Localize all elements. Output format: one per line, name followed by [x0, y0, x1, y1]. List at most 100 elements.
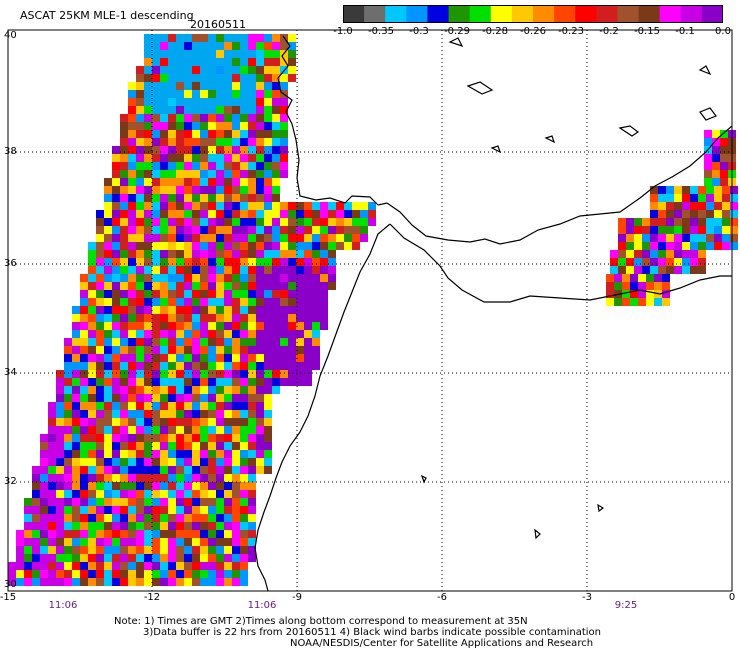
lat-tick-label: 30 — [4, 579, 17, 590]
swath-cell — [304, 202, 312, 210]
swath-cell — [32, 490, 40, 498]
swath-cell — [256, 250, 264, 258]
swath-cell — [248, 498, 256, 506]
swath-cell — [248, 90, 256, 98]
swath-cell — [256, 450, 264, 458]
swath-cell — [168, 490, 176, 498]
swath-cell — [216, 394, 224, 402]
swath-cell — [304, 346, 312, 354]
swath-cell — [40, 450, 48, 458]
swath-cell — [160, 258, 168, 266]
swath-cell — [144, 538, 152, 546]
swath-cell — [128, 482, 136, 490]
swath-cell — [48, 490, 56, 498]
swath-cell — [224, 570, 232, 578]
swath-cell — [200, 266, 208, 274]
swath-cell — [662, 282, 670, 290]
swath-cell — [112, 434, 120, 442]
swath-cell — [706, 218, 714, 226]
swath-cell — [168, 562, 176, 570]
swath-cell — [64, 434, 72, 442]
swath-cell — [720, 154, 728, 162]
swath-cell — [80, 386, 88, 394]
swath-cell — [208, 250, 216, 258]
swath-cell — [658, 266, 666, 274]
swath-cell — [192, 546, 200, 554]
swath-cell — [144, 362, 152, 370]
swath-cell — [200, 98, 208, 106]
swath-cell — [304, 242, 312, 250]
swath-cell — [176, 410, 184, 418]
swath-cell — [96, 514, 104, 522]
swath-cell — [160, 178, 168, 186]
swath-cell — [120, 122, 128, 130]
swath-cell — [192, 506, 200, 514]
swath-cell — [216, 506, 224, 514]
swath-cell — [216, 98, 224, 106]
swath-cell — [682, 242, 690, 250]
swath-cell — [200, 442, 208, 450]
swath-cell — [160, 354, 168, 362]
swath-cell — [224, 242, 232, 250]
swath-cell — [264, 378, 272, 386]
swath-cell — [248, 418, 256, 426]
lon-tick-label: -12 — [143, 592, 161, 603]
swath-cell — [288, 274, 296, 282]
swath-cell — [64, 338, 72, 346]
swath-cell — [712, 170, 720, 178]
swath-cell — [192, 106, 200, 114]
swath-cell — [264, 42, 272, 50]
swath-cell — [192, 282, 200, 290]
swath-cell — [56, 554, 64, 562]
swath-cell — [96, 258, 104, 266]
swath-cell — [72, 474, 80, 482]
swath-cell — [128, 250, 136, 258]
swath-cell — [80, 506, 88, 514]
swath-cell — [216, 562, 224, 570]
swath-cell — [168, 274, 176, 282]
swath-cell — [136, 490, 144, 498]
swath-cell — [144, 162, 152, 170]
swath-cell — [232, 338, 240, 346]
swath-cell — [176, 82, 184, 90]
swath-cell — [264, 386, 272, 394]
colorbar-label: -1.0 — [333, 26, 353, 37]
swath-cell — [136, 114, 144, 122]
swath-cell — [224, 538, 232, 546]
swath-cell — [184, 250, 192, 258]
swath-cell — [216, 146, 224, 154]
swath-cell — [184, 418, 192, 426]
swath-cell — [128, 106, 136, 114]
swath-cell — [168, 210, 176, 218]
swath-cell — [144, 98, 152, 106]
swath-cell — [192, 386, 200, 394]
swath-cell — [264, 234, 272, 242]
swath-cell — [112, 354, 120, 362]
swath-cell — [176, 378, 184, 386]
swath-cell — [232, 274, 240, 282]
swath-cell — [120, 378, 128, 386]
swath-cell — [224, 106, 232, 114]
swath-cell — [184, 538, 192, 546]
swath-cell — [312, 210, 320, 218]
swath-cell — [320, 282, 328, 290]
swath-cell — [192, 242, 200, 250]
swath-cell — [240, 418, 248, 426]
swath-cell — [40, 522, 48, 530]
swath-cell — [216, 570, 224, 578]
swath-cell — [184, 178, 192, 186]
swath-cell — [128, 282, 136, 290]
swath-cell — [200, 122, 208, 130]
swath-cell — [224, 194, 232, 202]
colorbar-segment — [469, 5, 492, 23]
swath-cell — [128, 578, 136, 586]
swath-cell — [96, 570, 104, 578]
swath-cell — [216, 202, 224, 210]
swath-cell — [650, 226, 658, 234]
swath-cell — [690, 186, 698, 194]
swath-cell — [712, 162, 720, 170]
swath-cell — [72, 538, 80, 546]
swath-cell — [280, 362, 288, 370]
swath-cell — [690, 234, 698, 242]
swath-cell — [320, 314, 328, 322]
